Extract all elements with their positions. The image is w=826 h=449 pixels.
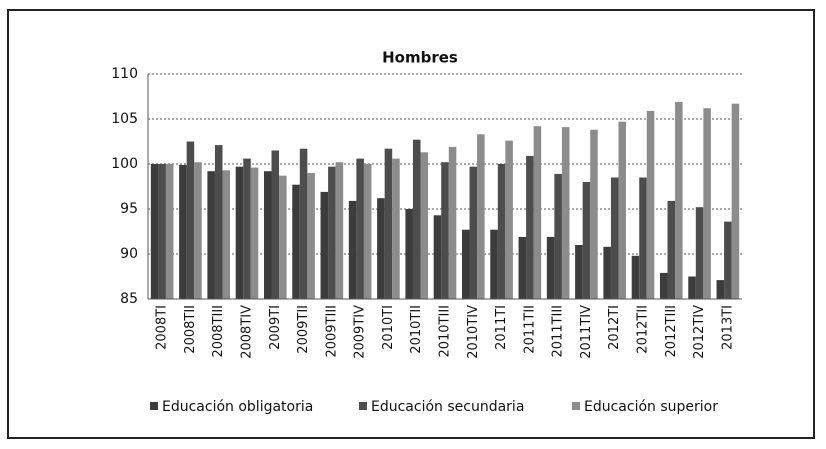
bar: [667, 200, 676, 299]
x-tick-label: 2008TI: [155, 305, 170, 350]
y-tick-label: 105: [111, 111, 138, 127]
bar: [214, 145, 223, 299]
x-tick-label: 2009TI: [268, 305, 283, 350]
y-tick-label: 100: [111, 156, 138, 172]
x-tick-label: 2010TI: [381, 305, 396, 350]
bar: [150, 164, 159, 299]
x-tick-label: 2008TIV: [240, 305, 255, 359]
y-tick-label: 85: [120, 291, 138, 307]
x-tick-label: 2011TIV: [579, 305, 594, 359]
bar: [307, 173, 315, 299]
x-tick-label: 2008TII: [183, 305, 198, 354]
bar: [412, 139, 421, 299]
legend-label: Educación obligatoria: [162, 399, 313, 415]
bar: [610, 177, 619, 299]
bar: [731, 103, 740, 299]
bar: [582, 182, 591, 299]
legend-swatch: [359, 402, 367, 410]
bar: [505, 140, 513, 299]
x-tick-label: 2012TI: [607, 305, 622, 350]
bar: [646, 110, 655, 300]
bar: [420, 152, 429, 299]
bar: [279, 175, 287, 299]
bar: [533, 126, 542, 299]
bar: [186, 141, 195, 299]
bar: [659, 272, 668, 299]
bar: [207, 171, 215, 299]
bar: [179, 164, 187, 299]
bar: [363, 164, 372, 299]
bar: [320, 191, 329, 299]
bar: [235, 166, 244, 299]
bar: [392, 158, 400, 299]
bar: [497, 164, 506, 299]
bar: [335, 162, 344, 299]
bar: [526, 155, 534, 299]
x-tick-label: 2012TIII: [664, 305, 679, 358]
x-tick-label: 2009TII: [296, 305, 311, 354]
legend-swatch: [572, 402, 580, 410]
x-tick-label: 2010TIII: [438, 305, 453, 358]
bar: [405, 209, 413, 299]
bar: [250, 167, 259, 299]
x-tick-label: 2011TI: [494, 305, 509, 350]
x-tick-label: 2013TI: [720, 305, 735, 350]
legend-label: Educación secundaria: [371, 399, 524, 415]
bar: [703, 108, 711, 299]
bar: [461, 229, 470, 299]
bar: [158, 164, 166, 299]
bar: [561, 127, 570, 299]
legend-swatch: [150, 402, 158, 410]
bar: [695, 207, 704, 299]
bar: [299, 148, 308, 299]
bar: [356, 158, 364, 299]
bar: [477, 134, 485, 299]
bar: [377, 198, 385, 299]
bar: [469, 166, 478, 299]
bar: [348, 200, 357, 299]
bar: [222, 170, 231, 299]
bar: [546, 236, 555, 299]
bar: [688, 276, 696, 299]
y-tick-label: 110: [111, 66, 138, 82]
x-tick-label: 2011TII: [522, 305, 537, 354]
x-tick-label: 2008TIII: [211, 305, 226, 358]
bar: [328, 166, 336, 299]
bar: [194, 162, 202, 299]
legend-label: Educación superior: [584, 399, 718, 415]
x-tick-label: 2009TIV: [353, 305, 368, 359]
chart-title: Hombres: [382, 49, 458, 67]
x-tick-label: 2011TIII: [551, 305, 566, 358]
bar: [575, 245, 583, 299]
bar: [590, 129, 598, 299]
bar: [441, 162, 449, 299]
bar: [603, 246, 611, 299]
x-tick-label: 2010TIV: [466, 305, 481, 359]
bar: [724, 221, 732, 299]
x-tick-label: 2010TII: [409, 305, 424, 354]
x-tick-label: 2012TII: [636, 305, 651, 354]
y-tick-label: 95: [120, 201, 138, 217]
bar: [448, 146, 457, 299]
y-tick-label: 90: [120, 246, 138, 262]
chart-frame: [7, 9, 815, 439]
bar: [490, 229, 498, 299]
bar: [618, 121, 627, 299]
bar: [631, 255, 640, 299]
bar: [639, 177, 647, 299]
bar: [384, 148, 393, 299]
bar: [263, 171, 272, 299]
bar: [675, 101, 683, 300]
bar: [243, 158, 251, 299]
bar: [292, 184, 300, 299]
x-tick-label: 2012TIV: [692, 305, 707, 359]
bar: [433, 215, 442, 299]
bar: [165, 164, 174, 299]
bar: [554, 173, 562, 299]
x-tick-label: 2009TIII: [324, 305, 339, 358]
bar: [518, 236, 527, 299]
bar: [271, 150, 280, 299]
bar: [716, 280, 725, 299]
